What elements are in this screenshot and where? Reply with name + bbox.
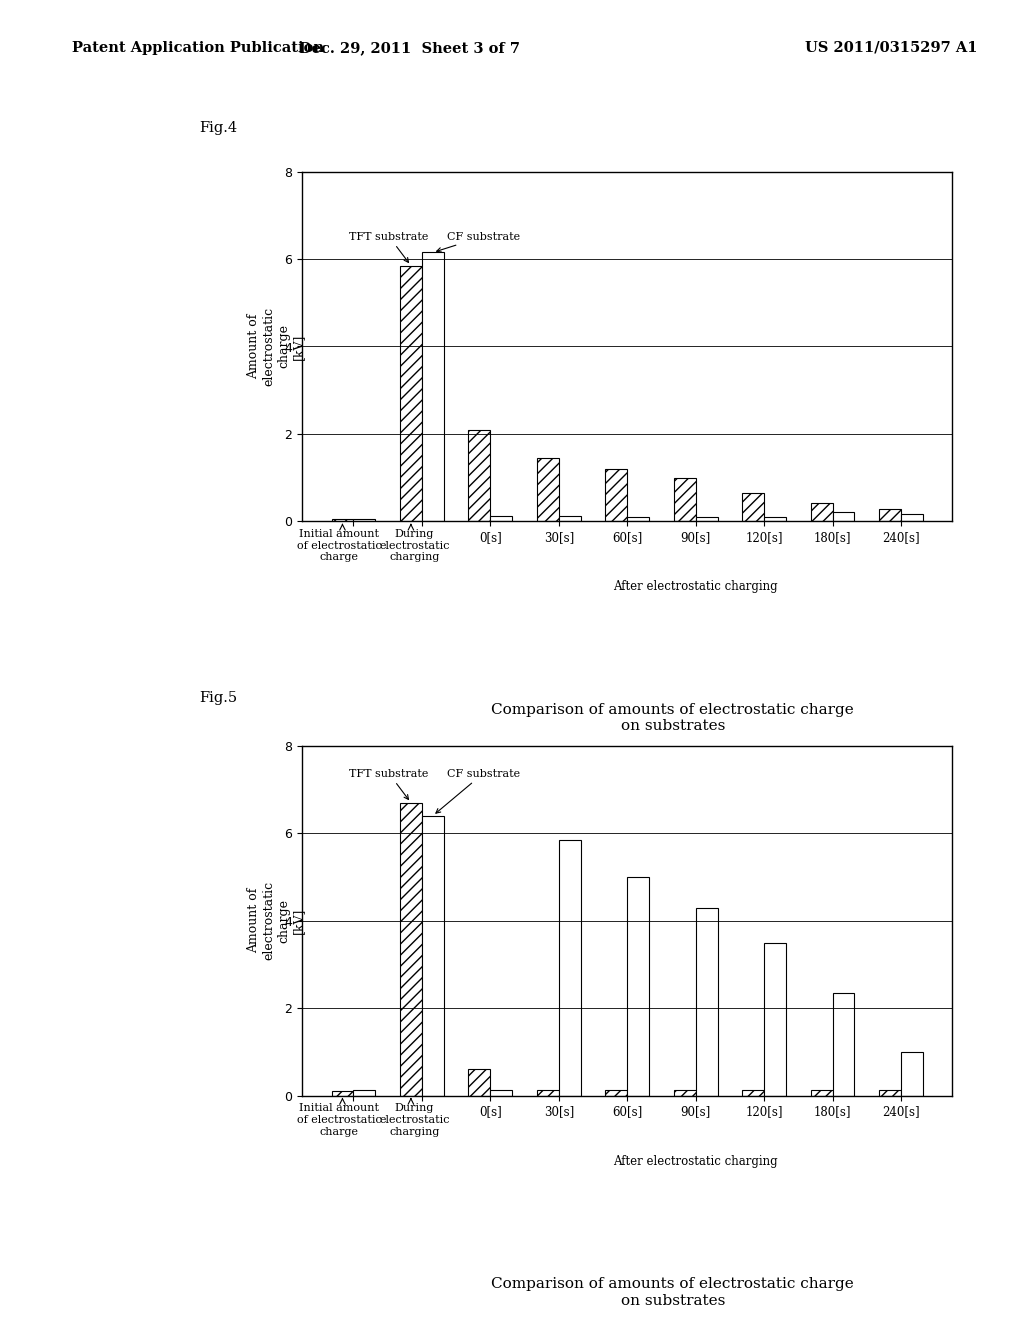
Bar	[627, 517, 649, 521]
Text: US 2011/0315297 A1: US 2011/0315297 A1	[805, 41, 977, 55]
Text: CF substrate: CF substrate	[436, 768, 519, 813]
Bar	[559, 840, 581, 1096]
Bar	[627, 876, 649, 1096]
Bar	[879, 1090, 901, 1096]
Bar	[605, 469, 627, 521]
Bar	[742, 1090, 764, 1096]
Text: After electrostatic charging: After electrostatic charging	[613, 581, 778, 594]
Text: Initial amount
of electrostatic
charge: Initial amount of electrostatic charge	[297, 1104, 381, 1137]
Bar	[764, 517, 786, 521]
Bar	[901, 513, 923, 521]
Bar	[833, 512, 854, 521]
Bar	[811, 1090, 833, 1096]
Bar	[353, 1090, 376, 1096]
Bar	[901, 1052, 923, 1096]
Bar	[559, 516, 581, 521]
Text: Fig.5: Fig.5	[200, 692, 238, 705]
Text: Comparison of amounts of electrostatic charge
on substrates: Comparison of amounts of electrostatic c…	[492, 704, 854, 734]
Bar	[490, 516, 512, 521]
Bar	[422, 252, 443, 521]
Text: Fig.4: Fig.4	[200, 121, 238, 135]
Bar	[490, 1090, 512, 1096]
Bar	[695, 908, 718, 1096]
Bar	[879, 510, 901, 521]
Bar	[605, 1090, 627, 1096]
Bar	[332, 519, 353, 521]
Text: During
electrostatic
charging: During electrostatic charging	[379, 1104, 450, 1137]
Bar	[332, 1092, 353, 1096]
Text: During
electrostatic
charging: During electrostatic charging	[379, 529, 450, 562]
Bar	[742, 492, 764, 521]
Bar	[833, 993, 854, 1096]
Bar	[468, 429, 490, 521]
Bar	[537, 458, 559, 521]
Bar	[695, 517, 718, 521]
Bar	[400, 803, 422, 1096]
Y-axis label: Amount of
electrostatic
charge
[kV]: Amount of electrostatic charge [kV]	[247, 882, 305, 960]
Text: TFT substrate: TFT substrate	[349, 768, 429, 800]
Y-axis label: Amount of
electrostatic
charge
[kV]: Amount of electrostatic charge [kV]	[247, 308, 305, 385]
Bar	[400, 265, 422, 521]
Text: After electrostatic charging: After electrostatic charging	[613, 1155, 778, 1168]
Bar	[422, 816, 443, 1096]
Bar	[811, 503, 833, 521]
Bar	[764, 942, 786, 1096]
Text: TFT substrate: TFT substrate	[349, 231, 429, 263]
Bar	[353, 519, 376, 521]
Text: Dec. 29, 2011  Sheet 3 of 7: Dec. 29, 2011 Sheet 3 of 7	[299, 41, 520, 55]
Bar	[674, 1090, 695, 1096]
Text: Patent Application Publication: Patent Application Publication	[72, 41, 324, 55]
Text: Initial amount
of electrostatic
charge: Initial amount of electrostatic charge	[297, 529, 381, 562]
Bar	[537, 1090, 559, 1096]
Text: CF substrate: CF substrate	[436, 231, 519, 252]
Bar	[468, 1069, 490, 1096]
Text: Comparison of amounts of electrostatic charge
on substrates: Comparison of amounts of electrostatic c…	[492, 1278, 854, 1308]
Bar	[674, 478, 695, 521]
